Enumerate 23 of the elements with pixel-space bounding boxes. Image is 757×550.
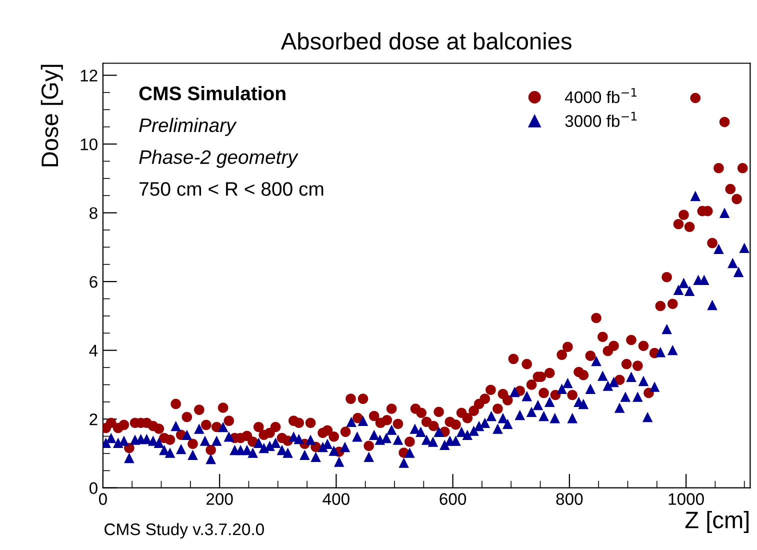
y-tick-label: 6 [90, 276, 98, 288]
chart-title: Absorbed dose at balconies [280, 32, 572, 50]
y-tick-label: 4 [89, 344, 98, 356]
x-tick-label: 200 [206, 493, 233, 505]
y-tick-label: 12 [80, 70, 98, 82]
x-tick-label: 800 [556, 493, 583, 505]
text: CMS Study v.3.7.20.0 [104, 522, 264, 539]
y-tick-label: 0 [89, 482, 98, 494]
legend-label: 3000 fb$^{−1}$ [565, 112, 636, 127]
x-tick-label: 600 [440, 493, 466, 505]
x-tick-label: 1000 [668, 493, 704, 505]
annotation: 750 cm < R < 800 cm [140, 182, 324, 196]
y-tick-label: 2 [90, 413, 98, 426]
annotation: Phase-2 geometry [139, 150, 298, 168]
legend-label: 4000 fb$^{−1}$ [564, 88, 636, 104]
annotation: Preliminary [139, 118, 237, 136]
y-tick-label: 10 [80, 138, 98, 150]
x-tick-label: 400 [322, 493, 350, 505]
y-axis-title: Dose [Gy] [40, 64, 63, 166]
annotation: CMS Simulation [139, 86, 286, 100]
x-axis-title: Z [cm] [685, 511, 749, 534]
y-tick-label: 8 [90, 207, 98, 220]
x-tick-label: 0 [98, 493, 107, 505]
